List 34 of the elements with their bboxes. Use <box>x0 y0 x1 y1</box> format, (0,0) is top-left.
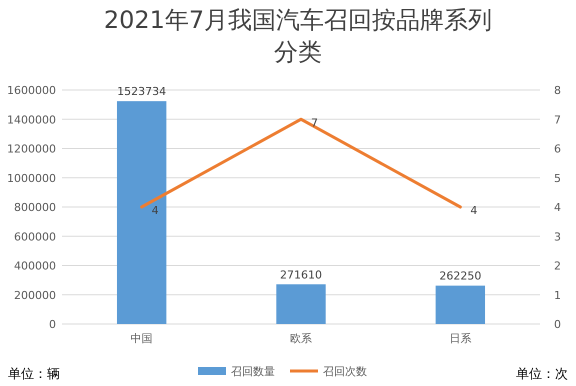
y2-tick-label: 7 <box>554 113 561 126</box>
y-tick-label: 200000 <box>14 288 56 302</box>
y2-tick-label: 2 <box>554 260 561 272</box>
y2-tick-label: 1 <box>554 288 561 302</box>
x-tick-label: 中国 <box>130 332 153 345</box>
legend-label: 召回次数 <box>323 365 367 378</box>
y-tick-label: 1400000 <box>7 113 56 126</box>
data-label: 4 <box>470 204 478 217</box>
y2-tick-label: 4 <box>554 201 561 214</box>
legend-label: 召回数量 <box>231 365 275 378</box>
y2-tick-label: 3 <box>554 230 561 244</box>
y2-tick-label: 5 <box>554 172 561 185</box>
x-tick-label: 欧系 <box>290 332 312 345</box>
y-tick-label: 0 <box>49 318 56 331</box>
y2-tick-label: 0 <box>554 318 561 331</box>
bar <box>276 284 326 324</box>
y-tick-label: 1600000 <box>7 84 56 97</box>
y-axis-title: 单位：辆 <box>8 367 60 382</box>
y-tick-label: 600000 <box>14 230 56 244</box>
y-tick-label: 400000 <box>14 260 56 272</box>
y2-tick-label: 6 <box>554 142 561 156</box>
x-tick-label: 日系 <box>449 332 472 345</box>
y-tick-label: 1000000 <box>7 172 56 185</box>
y2-axis-title: 单位：次 <box>516 367 568 382</box>
chart-title: 2021年7月我国汽车召回按品牌系列分类 <box>104 6 492 66</box>
bar <box>436 286 486 324</box>
data-label: 1523734 <box>117 85 166 98</box>
bar <box>116 101 166 324</box>
data-label: 4 <box>152 204 159 217</box>
y-tick-label: 1200000 <box>7 142 56 156</box>
data-label: 262250 <box>439 270 482 283</box>
data-label: 271610 <box>280 268 322 282</box>
y-tick-label: 800000 <box>14 201 56 214</box>
y2-tick-label: 8 <box>554 84 561 97</box>
